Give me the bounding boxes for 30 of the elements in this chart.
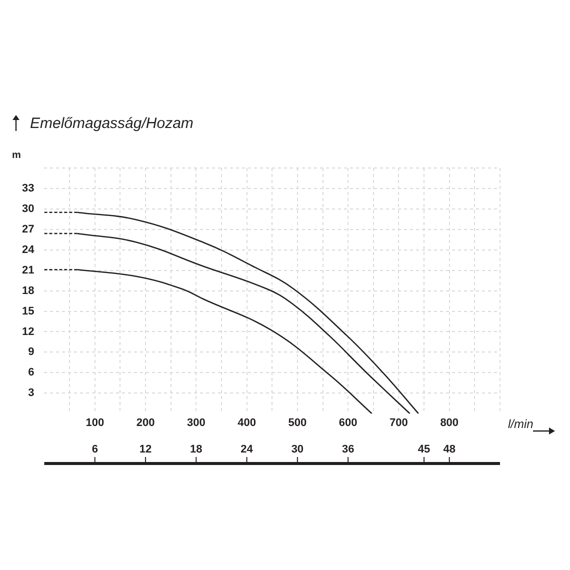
y-tick-label: 15 bbox=[22, 305, 34, 318]
x-tick-label: 700 bbox=[390, 417, 408, 430]
y-tick-label: 27 bbox=[22, 223, 34, 236]
x-tick-label: 300 bbox=[186, 417, 206, 430]
y-tick-label: 18 bbox=[22, 284, 34, 297]
x2-tick-label: 48 bbox=[443, 443, 456, 456]
x2-tick-label: 6 bbox=[92, 443, 98, 456]
y-tick-label: 3 bbox=[28, 387, 34, 400]
x2-tick-label: 24 bbox=[240, 443, 254, 456]
y-tick-label: 12 bbox=[22, 326, 34, 338]
x-axis-title: l/min bbox=[508, 417, 534, 432]
y-tick-label: 30 bbox=[22, 202, 34, 215]
y-tick-label: 24 bbox=[22, 244, 36, 256]
x2-tick-label: 18 bbox=[190, 443, 202, 456]
y-tick-label: 21 bbox=[22, 264, 34, 276]
y-tick-label: 33 bbox=[22, 182, 34, 194]
x2-tick-label: 12 bbox=[139, 443, 152, 456]
x-tick-label: 600 bbox=[338, 417, 358, 430]
x2-tick-label: 36 bbox=[342, 443, 354, 456]
y-axis-title: m bbox=[12, 150, 21, 161]
x-tick-label: 200 bbox=[136, 417, 155, 430]
chart-title: Emelőmagasság/Hozam bbox=[30, 114, 194, 132]
x2-tick-label: 30 bbox=[291, 443, 304, 456]
x-tick-label: 500 bbox=[288, 417, 307, 430]
y-tick-label: 9 bbox=[28, 346, 34, 358]
x2-tick-label: 45 bbox=[418, 443, 430, 456]
y-tick-label: 6 bbox=[28, 366, 34, 379]
x-tick-label: 800 bbox=[440, 417, 459, 430]
x-tick-label: 400 bbox=[238, 417, 256, 430]
x-tick-label: 100 bbox=[86, 417, 104, 430]
